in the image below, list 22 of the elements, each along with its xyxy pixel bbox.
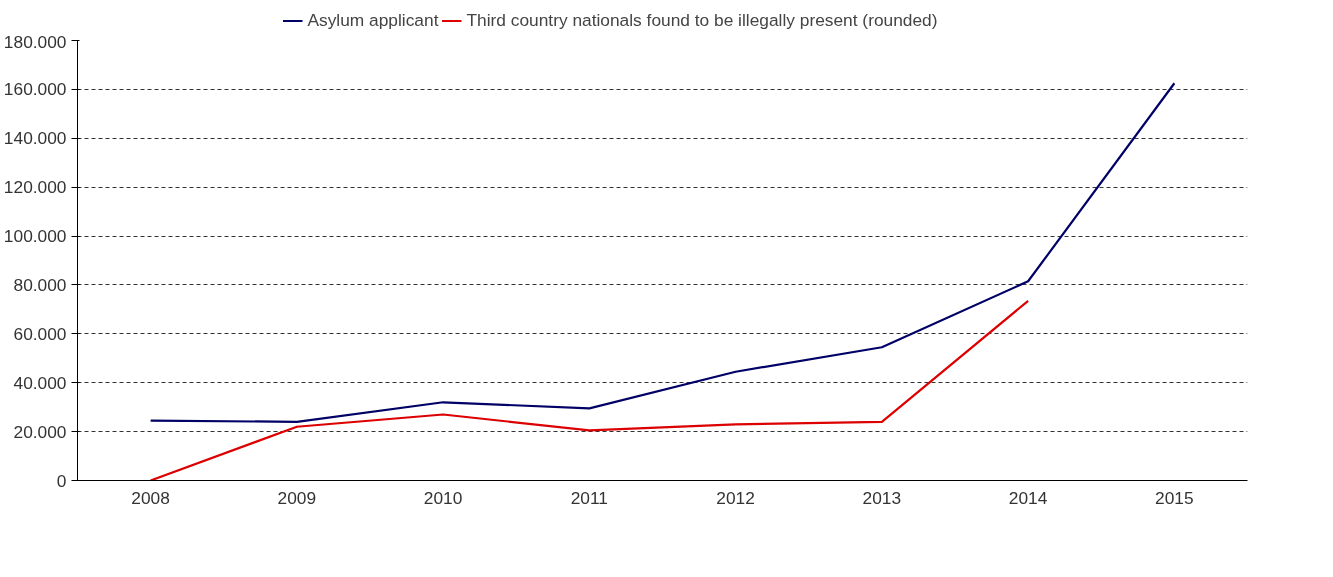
- line-series: [149, 82, 1176, 423]
- x-tick-label: 2011: [570, 487, 609, 508]
- y-tick-label: 160.000: [3, 79, 67, 100]
- legend-label: Asylum applicant: [307, 9, 439, 31]
- y-tick-label: 180.000: [3, 31, 67, 52]
- x-tick-label: 2008: [131, 487, 170, 508]
- y-tick-label: 60.000: [13, 323, 67, 344]
- y-tick-label: 20.000: [13, 421, 67, 442]
- x-tick-label: 2010: [423, 487, 463, 508]
- line-series: [149, 299, 1030, 481]
- y-tick-label: 40.000: [13, 372, 67, 393]
- y-tick-label: 100.000: [3, 226, 67, 247]
- legend-label: Third country nationals found to be illegally present (rounded): [466, 9, 938, 31]
- x-tick-label: 2009: [277, 487, 317, 508]
- x-tick-label: 2015: [1155, 487, 1194, 508]
- y-tick-label: 120.000: [3, 177, 67, 198]
- y-tick-label: 0: [56, 470, 67, 491]
- x-tick-label: 2013: [862, 487, 902, 508]
- x-tick-label: 2014: [1008, 487, 1048, 508]
- y-tick-label: 140.000: [3, 128, 67, 149]
- x-tick-label: 2012: [716, 487, 755, 508]
- y-tick-label: 80.000: [13, 274, 67, 295]
